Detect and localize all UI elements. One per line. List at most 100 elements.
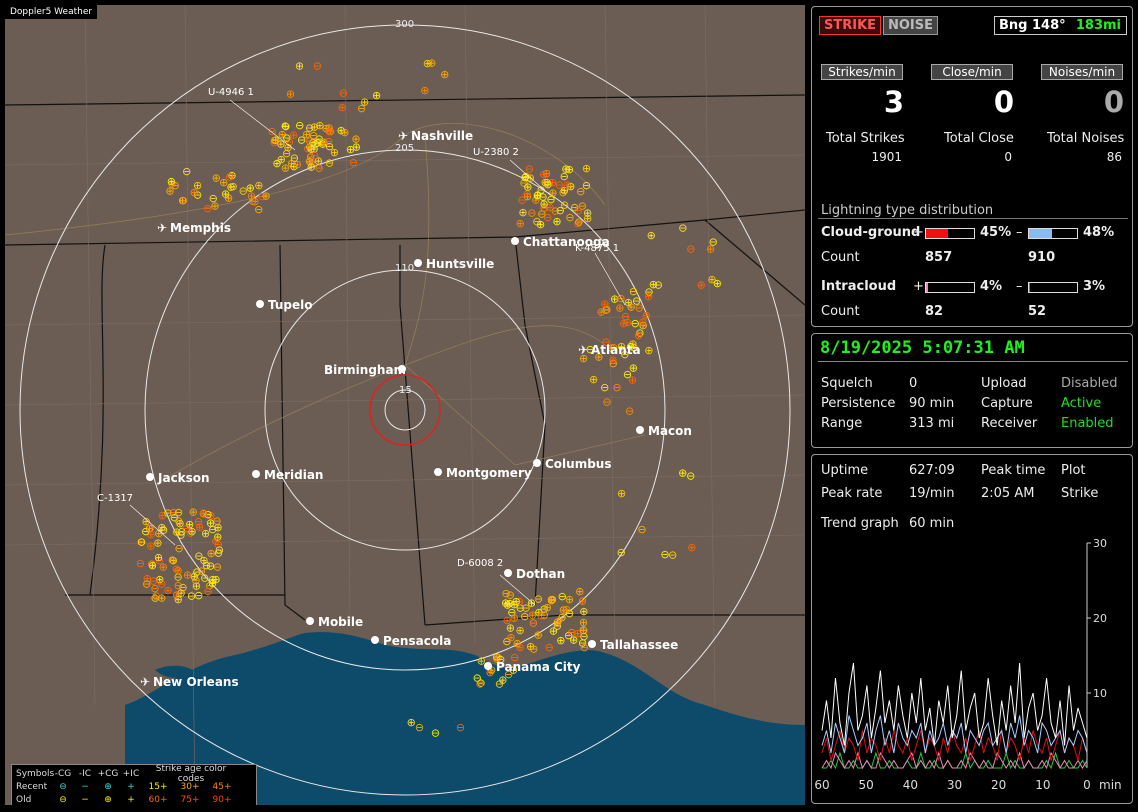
strike-symbol: ⊖ (257, 190, 266, 203)
strike-symbol: ⊕ (559, 603, 568, 616)
city-mobile-label[interactable]: Mobile (318, 615, 363, 629)
strike-symbol: ⊕ (523, 187, 532, 200)
city-atlanta-label[interactable]: Atlanta (591, 343, 641, 357)
cg-minus-sign: – (1016, 225, 1023, 240)
squelch-value[interactable]: 0 (909, 376, 918, 391)
strike-symbol: ⊖ (631, 317, 640, 330)
strike-symbol: ⊕ (146, 540, 155, 553)
strike-symbol: ⊕ (440, 68, 449, 81)
strike-symbol: ⊕ (707, 273, 716, 286)
capture-label: Capture (981, 396, 1033, 411)
strike-symbol: ⊖ (537, 208, 546, 221)
city-jackson-label[interactable]: Jackson (157, 471, 210, 485)
city-new-orleans-label[interactable]: New Orleans (153, 675, 239, 689)
city-markers: ✈ Nashville✈ MemphisChattanoogaHuntsvilleT… (140, 129, 692, 689)
strike-symbol: ⊕ (207, 547, 216, 560)
strike-symbol: ⊕ (512, 595, 521, 608)
map-canvas[interactable]: 300 205 110 15 ⊕⊖ ⊖⊕⊕⊖⊕ ⊕⊕⊖⊖⊕⊖⊕⊖ ⊕⊕⊕⊖ ⊖⊕⊖⊕⊖⊕… (5, 5, 805, 805)
strike-symbol: ⊖ (212, 514, 221, 527)
ic-negative-bar-fill (1029, 283, 1031, 292)
strike-symbol: ⊖ (543, 211, 552, 224)
cg-negative-count: 910 (1028, 250, 1056, 265)
total-close-value: 0 (1004, 150, 1012, 164)
ic-positive-pct: 4% (980, 279, 1003, 294)
receiver-value[interactable]: Enabled (1061, 416, 1114, 431)
strike-toggle-button[interactable]: STRIKE (819, 16, 882, 35)
strike-symbol: ⊖ (635, 302, 644, 315)
strike-symbol: ⊕ (527, 596, 536, 609)
close-per-min-button[interactable]: Close/min (931, 64, 1013, 80)
city-tallahassee-label[interactable]: Tallahassee (600, 638, 678, 652)
strike-symbol: ⊕ (172, 526, 181, 539)
cg-positive-pct: 45% (980, 225, 1012, 240)
storm-id-4[interactable]: C-1317 (97, 493, 133, 504)
strike-symbol: ⊕ (219, 176, 228, 189)
strike-symbol: ⊖ (178, 581, 187, 594)
strike-symbol: ⊕ (548, 176, 557, 189)
city-pensacola-label[interactable]: Pensacola (383, 634, 451, 648)
trend-graph-value[interactable]: 60 min (909, 516, 955, 531)
city-columbus-label[interactable]: Columbus (545, 457, 612, 471)
persistence-value[interactable]: 90 min (909, 396, 955, 411)
city-tupelo-label[interactable]: Tupelo (268, 298, 313, 312)
strikes-per-min-button[interactable]: Strikes/min (821, 64, 903, 80)
strike-symbol: ⊕ (289, 128, 298, 141)
capture-value[interactable]: Active (1061, 396, 1102, 411)
uptime-label: Uptime (821, 463, 869, 478)
city-dothan-label[interactable]: Dothan (516, 567, 565, 581)
ic-positive-count: 82 (925, 304, 944, 319)
plot-value[interactable]: Strike (1061, 486, 1099, 501)
city-macon-label[interactable]: Macon (648, 424, 692, 438)
storm-id-2[interactable]: U-2380 2 (473, 147, 519, 158)
legend-age-header: Strike age color codes (155, 763, 227, 784)
storm-id-5[interactable]: D-6008 2 (457, 558, 503, 569)
city-pensacola-marker (371, 636, 379, 644)
strike-symbol: ⊖ (617, 546, 626, 559)
city-montgomery-label[interactable]: Montgomery (446, 466, 532, 480)
strike-symbol: ⊖ (612, 381, 621, 394)
strike-symbol: ⊖ (473, 672, 482, 685)
noise-toggle-button[interactable]: NOISE (883, 16, 939, 35)
strike-symbol: ⊖ (519, 176, 528, 189)
city-memphis-label[interactable]: Memphis (170, 221, 231, 235)
strike-symbol: ⊕ (533, 189, 542, 202)
city-panama-city-label[interactable]: Panama City (496, 660, 581, 674)
strike-symbol: ⊖ (565, 607, 574, 620)
strike-symbol: ⊕ (515, 595, 524, 608)
noises-per-min-button[interactable]: Noises/min (1041, 64, 1123, 80)
storm-id-3[interactable]: K-4875 1 (575, 243, 619, 254)
strike-symbol: ⊕ (148, 559, 157, 572)
city-meridian-label[interactable]: Meridian (264, 468, 323, 482)
strike-symbol: ⊖ (211, 535, 220, 548)
city-chattanooga-label[interactable]: Chattanooga (523, 235, 610, 249)
strike-symbol: ⊖ (205, 579, 214, 592)
city-huntsville-label[interactable]: Huntsville (426, 257, 494, 271)
strike-symbol: ⊖ (142, 577, 151, 590)
lightning-map[interactable]: Doppler5 Weather (5, 5, 805, 805)
strike-symbol: ⊖ (179, 194, 188, 207)
strike-symbol: ⊖ (517, 194, 526, 207)
city-birmingham-label[interactable]: Birmingham (324, 363, 406, 377)
strike-symbol: ⊖ (197, 565, 206, 578)
uptime-value: 627:09 (909, 463, 955, 478)
strike-symbol: ⊖ (546, 193, 555, 206)
strike-symbol: ⊖ (157, 577, 166, 590)
strike-symbol: ⊖ (202, 559, 211, 572)
window-title: Doppler5 Weather (5, 5, 98, 19)
strike-symbol: ⊕ (578, 594, 587, 607)
strike-symbol: ⊖ (536, 609, 545, 622)
range-ring-15 (384, 389, 426, 431)
city-tupelo-marker (256, 300, 264, 308)
storm-id-1[interactable]: U-4946 1 (208, 87, 254, 98)
strike-symbol: ⊖ (174, 514, 183, 527)
city-montgomery-marker (434, 468, 442, 476)
range-setting-value[interactable]: 313 mi (909, 416, 955, 431)
distribution-title: Lightning type distribution (821, 203, 994, 218)
city-nashville-label[interactable]: Nashville (411, 129, 473, 143)
strike-symbol: ⊕ (562, 603, 571, 616)
strike-symbol: ⊕ (617, 340, 626, 353)
upload-value[interactable]: Disabled (1061, 376, 1118, 391)
strike-symbol: ⊕ (565, 163, 574, 176)
squelch-label: Squelch (821, 376, 873, 391)
strike-symbol: ⊕ (167, 175, 176, 188)
